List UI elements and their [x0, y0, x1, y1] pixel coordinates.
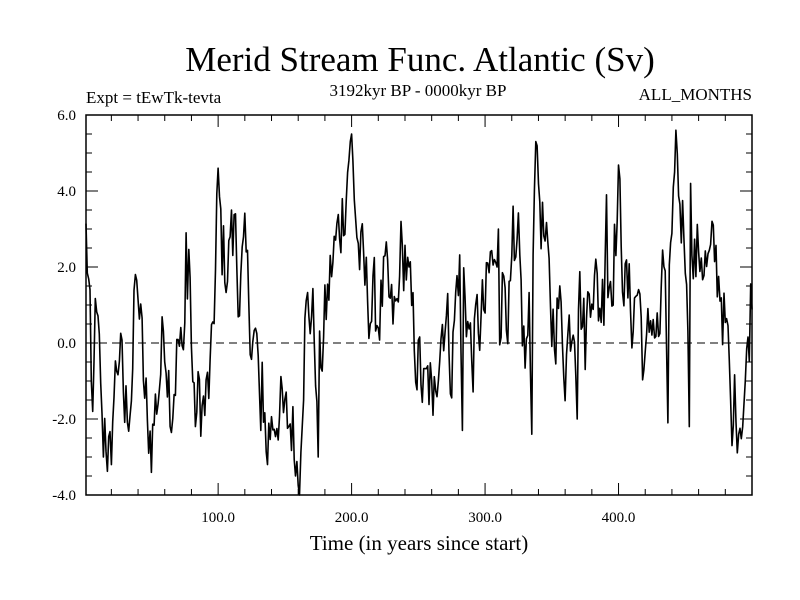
experiment-label: Expt = tEwTk-tevta	[86, 88, 222, 107]
series-line-atlantic-msf	[85, 129, 753, 496]
y-tick-label: -2.0	[52, 412, 76, 428]
x-tick-label: 200.0	[335, 510, 369, 526]
y-tick-label: 0.0	[57, 336, 76, 352]
y-tick-label: -4.0	[52, 488, 76, 504]
x-tick-label: 400.0	[602, 510, 636, 526]
plot-frame	[85, 114, 753, 496]
x-tick-label: 100.0	[201, 510, 235, 526]
y-tick-label: 2.0	[57, 260, 76, 276]
x-tick-label: 300.0	[468, 510, 502, 526]
chart-title: Merid Stream Func. Atlantic (Sv)	[185, 40, 655, 79]
time-range-label: 3192kyr BP - 0000kyr BP	[330, 81, 507, 100]
y-tick-label: 6.0	[57, 108, 76, 124]
x-axis: 100.0 200.0 300.0 400.0	[110, 115, 726, 526]
months-label: ALL_MONTHS	[639, 85, 752, 104]
x-axis-label: Time (in years since start)	[310, 531, 529, 555]
y-tick-label: 4.0	[57, 184, 76, 200]
y-axis: -4.0 -2.0 0.0 2.0 4.0 6.0	[52, 108, 752, 504]
